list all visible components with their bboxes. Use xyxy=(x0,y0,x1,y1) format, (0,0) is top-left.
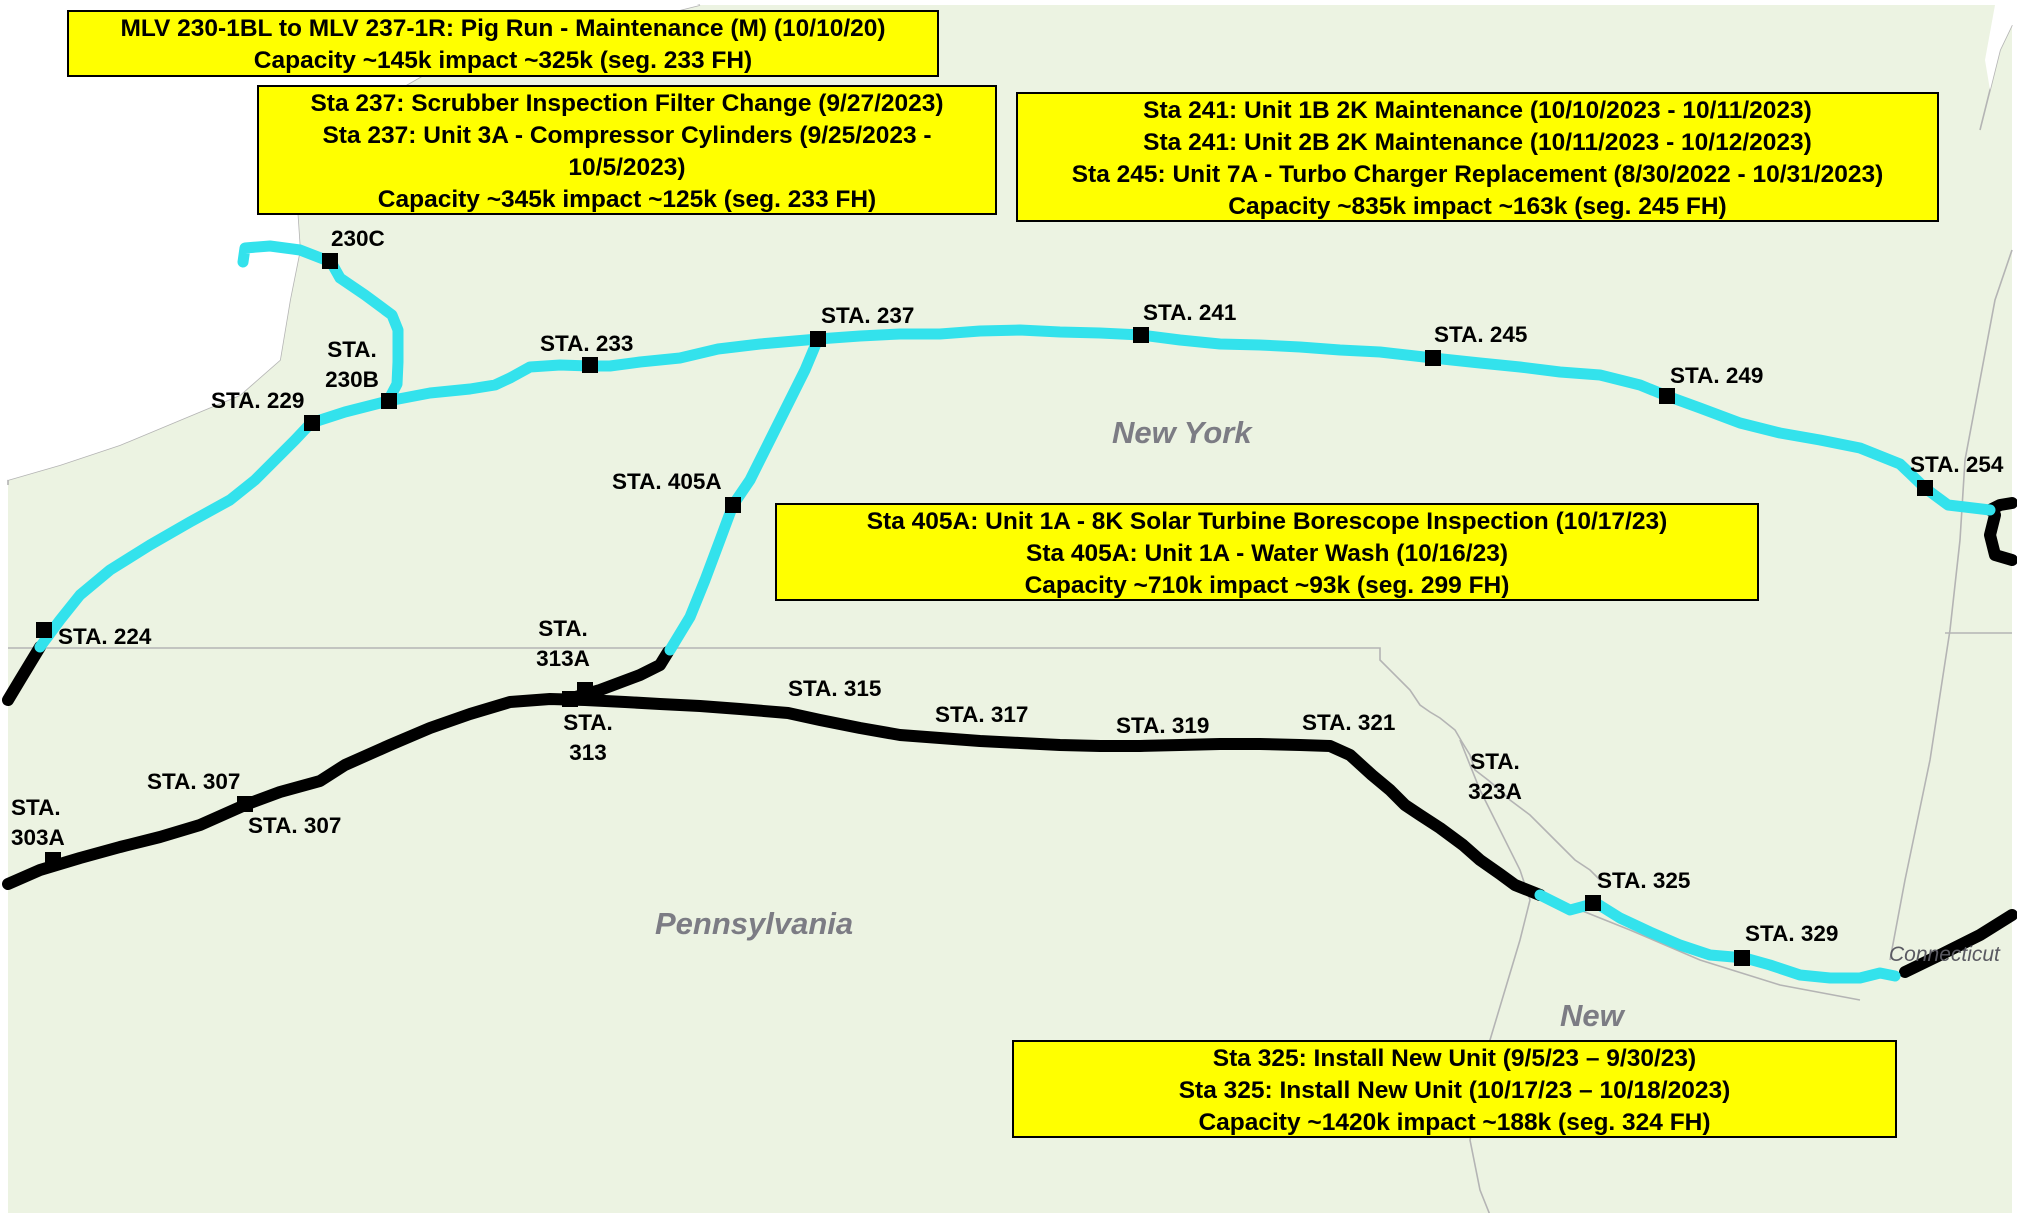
station-label-224: STA. 224 xyxy=(58,624,152,649)
note-sta-237-line-3: Capacity ~345k impact ~125k (seg. 233 FH… xyxy=(377,186,877,213)
station-label-254: STA. 254 xyxy=(1910,452,2004,477)
station-label-325: STA. 325 xyxy=(1597,868,1691,893)
ny-pa-border xyxy=(8,647,1601,881)
station-label-313: STA. 313 xyxy=(563,710,613,765)
ny-nj-border xyxy=(1554,899,1861,1001)
note-sta-237-line-2: Sta 237: Unit 3A - Compressor Cylinders … xyxy=(322,122,932,181)
pa-nj-border xyxy=(1459,739,1531,1216)
note-sta-405a-line-3: Capacity ~710k impact ~93k (seg. 299 FH) xyxy=(1024,572,1510,599)
note-pig-run: MLV 230-1BL to MLV 237-1R: Pig Run - Mai… xyxy=(67,10,939,77)
note-sta-325-line-1: Sta 325: Install New Unit (9/5/23 – 9/30… xyxy=(1212,1045,1697,1072)
note-sta-405a-line-1: Sta 405A: Unit 1A - 8K Solar Turbine Bor… xyxy=(866,508,1668,535)
station-marker-245[interactable] xyxy=(1425,350,1441,366)
note-sta-325-line-2: Sta 325: Install New Unit (10/17/23 – 10… xyxy=(1178,1077,1731,1104)
station-marker-303a[interactable] xyxy=(45,852,61,868)
note-sta-241-245-line-2: Sta 241: Unit 2B 2K Maintenance (10/11/2… xyxy=(1143,129,1812,156)
station-label-323a: STA. 323A xyxy=(1468,749,1522,804)
note-sta-405a-line-2: Sta 405A: Unit 1A - Water Wash (10/16/23… xyxy=(1026,540,1508,567)
station-label-315: STA. 315 xyxy=(788,676,882,701)
station-marker-405a[interactable] xyxy=(725,497,741,513)
pipeline-southern-main xyxy=(2,693,1546,901)
station-label-230b: STA. 230B xyxy=(325,337,379,392)
station-marker-230c[interactable] xyxy=(322,253,338,269)
station-marker-313[interactable] xyxy=(562,691,578,707)
ny-ct-border xyxy=(1889,459,1966,961)
station-marker-233[interactable] xyxy=(582,357,598,373)
note-sta-241-245-line-4: Capacity ~835k impact ~163k (seg. 245 FH… xyxy=(1228,193,1727,220)
note-sta-241-245-line-3: Sta 245: Unit 7A - Turbo Charger Replace… xyxy=(1071,161,1884,188)
station-marker-307[interactable] xyxy=(237,796,253,812)
state-label-new: New xyxy=(1560,998,1624,1033)
note-pig-run-line-1: MLV 230-1BL to MLV 237-1R: Pig Run - Mai… xyxy=(120,15,886,42)
segment-405a xyxy=(664,333,824,656)
station-marker-230b[interactable] xyxy=(381,393,397,409)
station-label-233: STA. 233 xyxy=(540,331,634,356)
canada-water xyxy=(8,5,700,480)
note-sta-237: Sta 237: Scrubber Inspection Filter Chan… xyxy=(257,85,997,215)
station-label-303a: STA. 303A xyxy=(11,795,65,850)
station-marker-229[interactable] xyxy=(304,415,320,431)
station-label-321: STA. 321 xyxy=(1302,710,1396,735)
station-label-319: STA. 319 xyxy=(1116,713,1210,738)
pipeline-west-stub xyxy=(2,641,46,706)
station-label-237: STA. 237 xyxy=(821,303,915,328)
note-sta-241-245: Sta 241: Unit 1B 2K Maintenance (10/10/2… xyxy=(1016,92,1939,222)
note-sta-405a: Sta 405A: Unit 1A - 8K Solar Turbine Bor… xyxy=(775,503,1759,601)
segment-230c-loop xyxy=(237,240,404,407)
station-marker-224[interactable] xyxy=(36,622,52,638)
station-label-249: STA. 249 xyxy=(1670,363,1764,388)
station-marker-241[interactable] xyxy=(1133,327,1149,343)
station-label-313a: STA. 313A xyxy=(536,616,590,671)
state-label-connecticut: Connecticut xyxy=(1889,943,2000,966)
station-marker-249[interactable] xyxy=(1659,388,1675,404)
station-label-405a: STA. 405A xyxy=(612,469,722,494)
station-label-329: STA. 329 xyxy=(1745,921,1839,946)
station-label-317: STA. 317 xyxy=(935,702,1029,727)
station-label-230c: 230C xyxy=(331,226,385,251)
bottom-strip xyxy=(0,1213,2017,1217)
note-sta-237-line-1: Sta 237: Scrubber Inspection Filter Chan… xyxy=(310,90,944,117)
station-label-307-north: STA. 307 xyxy=(147,769,241,794)
station-marker-313a[interactable] xyxy=(577,682,593,698)
station-marker-254[interactable] xyxy=(1917,480,1933,496)
station-label-229: STA. 229 xyxy=(211,388,305,413)
note-pig-run-line-2: Capacity ~145k impact ~325k (seg. 233 FH… xyxy=(253,47,753,74)
state-label-new-york: New York xyxy=(1112,415,1252,450)
note-sta-241-245-line-1: Sta 241: Unit 1B 2K Maintenance (10/10/2… xyxy=(1143,97,1812,124)
station-marker-325[interactable] xyxy=(1585,895,1601,911)
station-label-241: STA. 241 xyxy=(1143,300,1237,325)
northeast-water xyxy=(1985,5,2012,90)
state-label-pennsylvania: Pennsylvania xyxy=(655,906,854,941)
pipeline-connecticut-stub xyxy=(1899,909,2017,978)
ny-vt-border xyxy=(1964,249,2013,461)
note-sta-325-line-3: Capacity ~1420k impact ~188k (seg. 324 F… xyxy=(1198,1109,1711,1136)
station-marker-329[interactable] xyxy=(1734,950,1750,966)
note-sta-325: Sta 325: Install New Unit (9/5/23 – 9/30… xyxy=(1012,1040,1897,1138)
station-label-307-south: STA. 307 xyxy=(248,813,342,838)
station-label-245: STA. 245 xyxy=(1434,322,1528,347)
station-marker-237[interactable] xyxy=(810,331,826,347)
